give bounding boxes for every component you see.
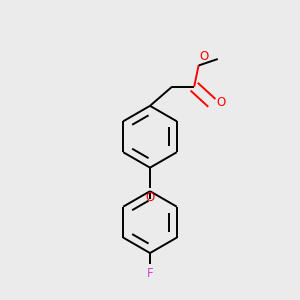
Text: O: O [146,191,154,204]
Text: F: F [147,267,153,280]
Text: O: O [200,50,209,63]
Text: O: O [217,96,226,110]
